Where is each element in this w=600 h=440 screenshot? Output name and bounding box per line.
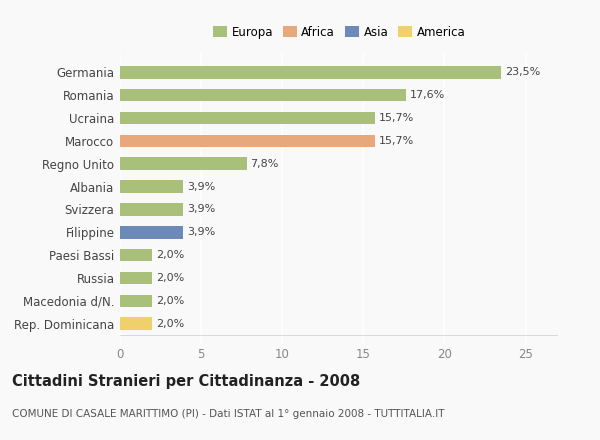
Text: 23,5%: 23,5%: [505, 67, 541, 77]
Bar: [120, 226, 183, 238]
Text: 3,9%: 3,9%: [187, 182, 215, 191]
Bar: [120, 135, 374, 147]
Bar: [120, 180, 183, 193]
Bar: [120, 158, 247, 170]
Text: COMUNE DI CASALE MARITTIMO (PI) - Dati ISTAT al 1° gennaio 2008 - TUTTITALIA.IT: COMUNE DI CASALE MARITTIMO (PI) - Dati I…: [12, 409, 445, 419]
Text: 15,7%: 15,7%: [379, 136, 414, 146]
Text: Cittadini Stranieri per Cittadinanza - 2008: Cittadini Stranieri per Cittadinanza - 2…: [12, 374, 360, 389]
Text: 17,6%: 17,6%: [410, 90, 445, 100]
Text: 3,9%: 3,9%: [187, 205, 215, 214]
Bar: [120, 66, 501, 79]
Text: 7,8%: 7,8%: [251, 159, 279, 169]
Text: 15,7%: 15,7%: [379, 113, 414, 123]
Bar: [120, 203, 183, 216]
Text: 2,0%: 2,0%: [157, 319, 185, 329]
Legend: Europa, Africa, Asia, America: Europa, Africa, Asia, America: [211, 23, 467, 41]
Bar: [120, 112, 374, 124]
Bar: [120, 272, 152, 284]
Bar: [120, 249, 152, 261]
Bar: [120, 294, 152, 307]
Text: 3,9%: 3,9%: [187, 227, 215, 237]
Bar: [120, 89, 406, 102]
Text: 2,0%: 2,0%: [157, 250, 185, 260]
Text: 2,0%: 2,0%: [157, 296, 185, 306]
Bar: [120, 317, 152, 330]
Text: 2,0%: 2,0%: [157, 273, 185, 283]
